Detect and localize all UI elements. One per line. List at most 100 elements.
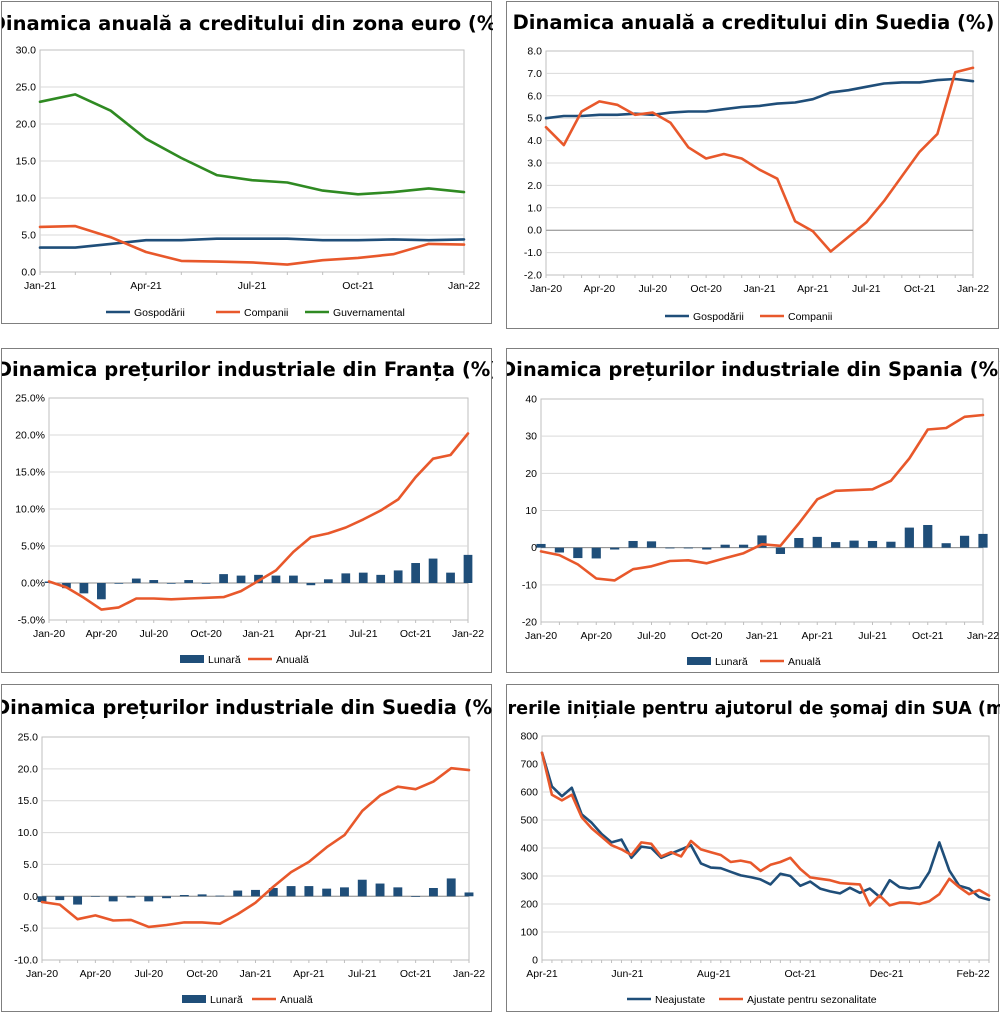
y-tick-label: 20.0 [18, 763, 39, 775]
chart-france-prices: Dinamica prețurilor industriale din Fran… [2, 358, 493, 666]
bar-lunara [233, 890, 243, 897]
x-tick-label: Oct-20 [691, 630, 723, 642]
y-tick-label: 200 [520, 899, 538, 911]
x-tick-label: Apr-21 [526, 968, 558, 980]
legend-label: Neajustate [655, 994, 705, 1006]
legend-item-neajustate: Neajustate [627, 994, 705, 1006]
bar-lunara [446, 572, 455, 583]
bar-lunara [254, 574, 263, 583]
y-tick-label: 10 [525, 505, 537, 517]
x-tick-label: Apr-21 [130, 280, 162, 292]
chart-panel-us-jobless-claims: Cererile inițiale pentru ajutorul de şom… [506, 684, 1000, 1012]
y-tick-label: 15.0% [15, 467, 45, 479]
bar-lunara [201, 583, 211, 584]
bar-lunara [573, 547, 583, 559]
legend-item-gospodarii: Gospodării [665, 311, 744, 323]
bar-lunara [251, 889, 260, 897]
y-tick-label: 15.0 [16, 156, 37, 168]
bar-lunara [126, 896, 136, 898]
bar-lunara [428, 888, 438, 897]
y-tick-label: -5.0 [20, 923, 38, 935]
series-line-anuala [40, 766, 471, 929]
x-tick-label: Dec-21 [870, 968, 904, 980]
bar-lunara [665, 547, 675, 549]
x-tick-label: Jan-21 [746, 630, 778, 642]
bar-lunara [554, 547, 565, 553]
chart-panel-france-prices: Dinamica prețurilor industriale din Fran… [1, 348, 493, 673]
legend-item-anuala: Anuală [760, 656, 821, 668]
legend-swatch [182, 995, 206, 1003]
x-tick-label: Jul-20 [134, 968, 163, 980]
bar-lunara [376, 574, 386, 583]
x-tick-label: Jan-21 [242, 628, 274, 640]
bar-lunara [97, 583, 106, 600]
legend-swatch [687, 657, 711, 665]
bar-lunara [304, 886, 314, 897]
bar-lunara [55, 896, 65, 901]
x-tick-label: Jun-21 [611, 968, 643, 980]
y-tick-label: 2.0 [527, 180, 542, 192]
series-line-neajustate [540, 751, 991, 902]
bar-lunara [358, 572, 368, 583]
bar-lunara [646, 541, 657, 548]
y-tick-label: 30.0 [16, 45, 37, 57]
y-tick-label: 500 [520, 815, 538, 827]
y-tick-label: 30 [525, 431, 537, 443]
y-tick-label: -5.0% [18, 615, 45, 627]
bar-lunara [184, 580, 194, 583]
y-tick-label: 15.0 [18, 795, 39, 807]
y-tick-label: 0 [532, 955, 538, 967]
chart-title: Dinamica anuală a creditului din zona eu… [2, 12, 493, 35]
y-tick-label: 600 [520, 787, 538, 799]
bar-lunara [610, 547, 620, 550]
y-tick-label: 25.0 [16, 82, 37, 94]
legend-label: Lunară [208, 654, 241, 666]
x-tick-label: Apr-20 [86, 628, 118, 640]
bar-lunara [794, 538, 804, 548]
bar-lunara [37, 896, 47, 903]
series-line-companii [38, 224, 466, 266]
y-tick-label: 5.0% [21, 541, 45, 553]
legend-item-companii: Companii [760, 311, 832, 323]
bar-lunara [411, 563, 420, 583]
x-tick-label: Oct-20 [190, 628, 222, 640]
y-tick-label: -10 [522, 579, 537, 591]
y-tick-label: 10.0% [15, 504, 45, 516]
bar-lunara [738, 544, 749, 548]
legend-item-lunara: Lunară [687, 656, 748, 668]
x-tick-label: Jul-21 [348, 968, 377, 980]
x-tick-label: Oct-21 [912, 630, 944, 642]
x-tick-label: Apr-21 [797, 283, 829, 295]
series-line-guvernamental [38, 93, 466, 196]
y-tick-label: 800 [520, 731, 538, 743]
x-tick-label: Jan-22 [448, 280, 480, 292]
bar-lunara [775, 547, 786, 554]
legend-label: Lunară [715, 656, 748, 668]
x-tick-label: Jan-22 [967, 630, 999, 642]
y-tick-label: 4.0 [527, 135, 542, 147]
x-tick-label: Oct-20 [690, 283, 722, 295]
x-tick-label: Apr-21 [295, 628, 327, 640]
bar-lunara [463, 554, 473, 583]
y-tick-label: 400 [520, 843, 538, 855]
x-tick-label: Jul-21 [349, 628, 378, 640]
y-tick-label: 0.0 [21, 267, 36, 279]
x-tick-label: Jul-21 [852, 283, 881, 295]
x-tick-label: Jan-22 [453, 968, 485, 980]
y-tick-label: 10.0 [16, 193, 37, 205]
y-tick-label: 6.0 [527, 90, 542, 102]
x-tick-label: Oct-21 [400, 968, 432, 980]
bar-lunara [923, 524, 933, 548]
y-tick-label: -2.0 [524, 270, 542, 282]
bar-lunara [322, 888, 332, 897]
x-tick-label: Jan-20 [33, 628, 65, 640]
series-line-gospodarii [544, 77, 975, 120]
legend-item-lunara: Lunară [182, 994, 243, 1006]
y-tick-label: 25.0% [15, 393, 45, 405]
y-tick-label: 5.0 [527, 113, 542, 125]
bar-lunara [849, 540, 859, 548]
bar-lunara [536, 543, 546, 548]
bar-lunara [286, 886, 296, 897]
bar-lunara [393, 570, 403, 583]
bar-lunara [959, 535, 970, 548]
